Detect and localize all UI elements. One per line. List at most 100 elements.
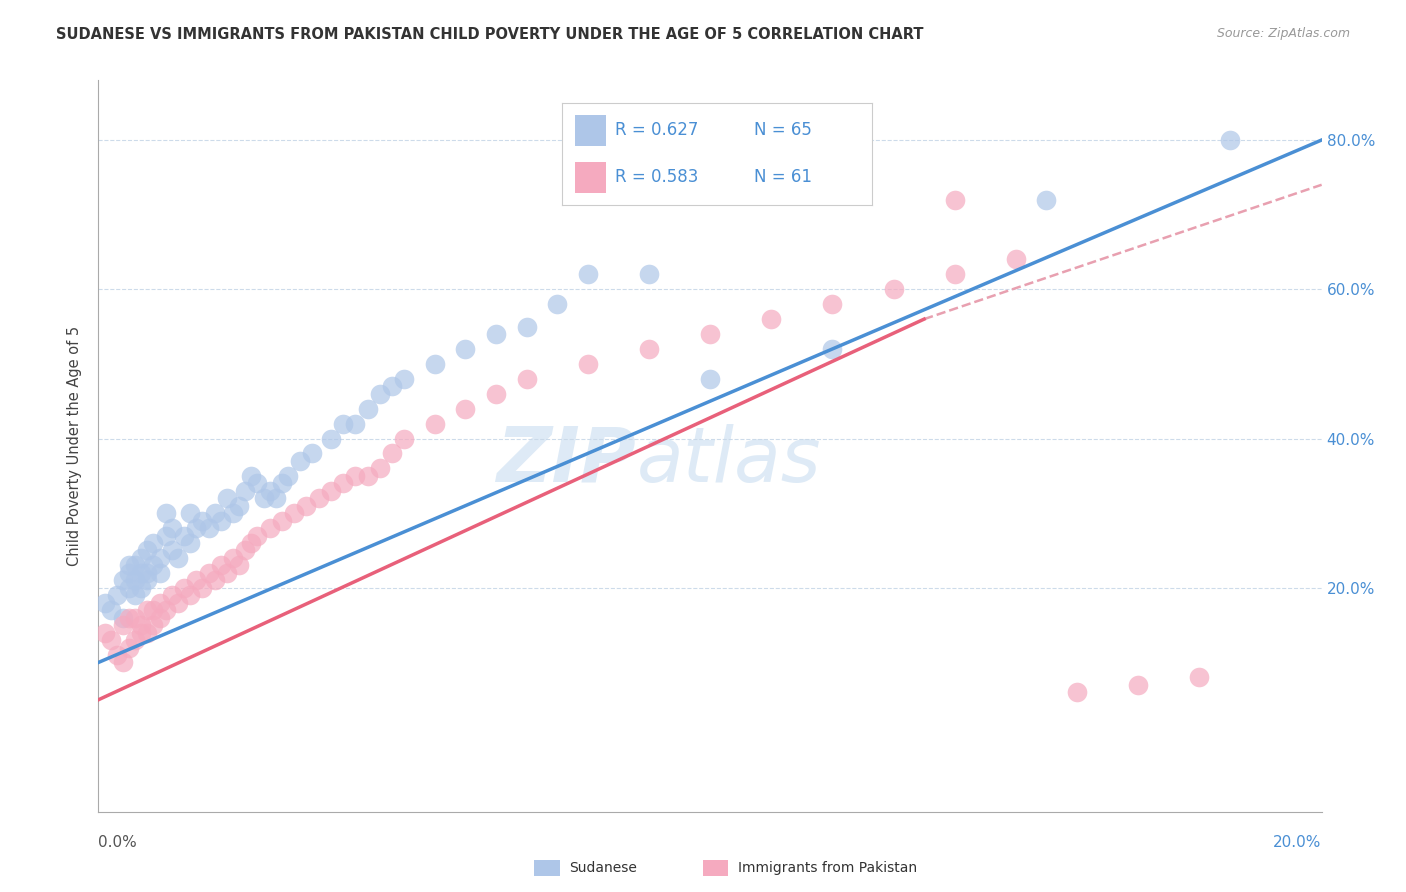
Point — [105, 648, 128, 662]
Point — [270, 514, 292, 528]
Point — [233, 483, 256, 498]
Point — [576, 268, 599, 282]
Point — [124, 558, 146, 573]
Point — [118, 640, 141, 655]
Point — [240, 536, 263, 550]
Point — [136, 543, 159, 558]
Text: Source: ZipAtlas.com: Source: ZipAtlas.com — [1216, 27, 1350, 40]
Point — [759, 312, 782, 326]
Point — [301, 446, 323, 460]
Point — [204, 506, 226, 520]
Point — [356, 401, 378, 416]
Point — [160, 543, 183, 558]
Point — [332, 417, 354, 431]
Point — [1219, 133, 1241, 147]
Point — [160, 521, 183, 535]
Point — [111, 656, 134, 670]
Point — [167, 551, 190, 566]
Point — [246, 476, 269, 491]
Point — [222, 551, 245, 566]
Point — [100, 633, 122, 648]
Point — [392, 372, 416, 386]
Point — [546, 297, 568, 311]
Point — [368, 461, 391, 475]
Point — [179, 506, 201, 520]
Point — [252, 491, 274, 506]
Point — [233, 543, 256, 558]
Point — [454, 401, 477, 416]
Point — [155, 506, 177, 520]
Point — [368, 386, 391, 401]
Point — [1035, 193, 1057, 207]
Point — [93, 596, 115, 610]
Text: N = 61: N = 61 — [754, 169, 813, 186]
Point — [209, 558, 232, 573]
Point — [344, 417, 367, 431]
Point — [118, 610, 141, 624]
Point — [295, 499, 318, 513]
Text: 20.0%: 20.0% — [1274, 836, 1322, 850]
Point — [155, 603, 177, 617]
Point — [129, 566, 152, 580]
Point — [129, 618, 152, 632]
Text: atlas: atlas — [637, 424, 821, 498]
Point — [191, 514, 214, 528]
Point — [129, 581, 152, 595]
Point — [186, 521, 208, 535]
Point — [821, 342, 844, 356]
Point — [290, 454, 312, 468]
Point — [1066, 685, 1088, 699]
Point — [1128, 678, 1150, 692]
Point — [344, 468, 367, 483]
Point — [699, 372, 721, 386]
Point — [516, 319, 538, 334]
Point — [381, 446, 404, 460]
Point — [124, 610, 146, 624]
Point — [821, 297, 844, 311]
Point — [173, 581, 195, 595]
Point — [381, 379, 404, 393]
Text: R = 0.583: R = 0.583 — [614, 169, 699, 186]
Point — [179, 536, 201, 550]
Point — [197, 566, 219, 580]
Point — [124, 633, 146, 648]
Point — [576, 357, 599, 371]
Point — [485, 326, 508, 341]
Point — [277, 468, 299, 483]
Point — [423, 417, 446, 431]
Point — [319, 432, 342, 446]
Bar — [575, 162, 606, 193]
Point — [142, 558, 165, 573]
Point — [699, 326, 721, 341]
Point — [215, 491, 238, 506]
Point — [1004, 252, 1026, 267]
Point — [155, 528, 177, 542]
Point — [356, 468, 378, 483]
Point — [124, 574, 146, 588]
Text: SUDANESE VS IMMIGRANTS FROM PAKISTAN CHILD POVERTY UNDER THE AGE OF 5 CORRELATIO: SUDANESE VS IMMIGRANTS FROM PAKISTAN CHI… — [56, 27, 924, 42]
Point — [142, 618, 165, 632]
Point — [883, 282, 905, 296]
Point — [264, 491, 287, 506]
Point — [637, 268, 661, 282]
Point — [270, 476, 292, 491]
Point — [129, 551, 152, 566]
Point — [167, 596, 190, 610]
Point — [100, 603, 122, 617]
Point — [149, 551, 172, 566]
Point — [228, 499, 250, 513]
Point — [191, 581, 214, 595]
Point — [173, 528, 195, 542]
Point — [222, 506, 245, 520]
Point — [943, 268, 966, 282]
Point — [136, 603, 159, 617]
Point — [118, 558, 141, 573]
Text: R = 0.627: R = 0.627 — [614, 121, 699, 139]
Point — [228, 558, 250, 573]
Point — [186, 574, 208, 588]
Point — [423, 357, 446, 371]
Point — [149, 596, 172, 610]
Text: ZIP: ZIP — [496, 424, 637, 498]
Point — [111, 574, 134, 588]
Point — [142, 536, 165, 550]
